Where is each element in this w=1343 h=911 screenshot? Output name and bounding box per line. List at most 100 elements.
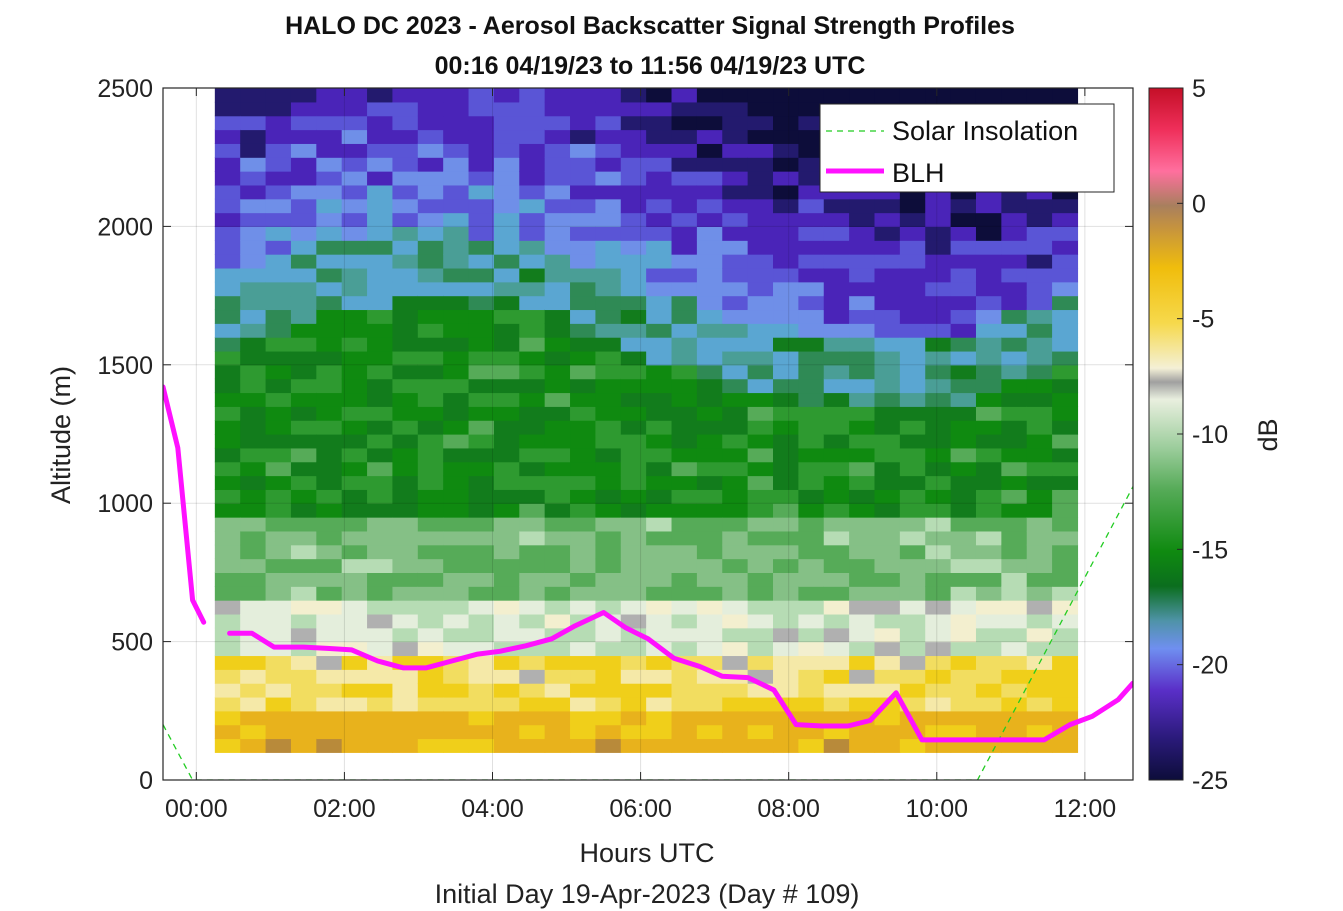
heatmap-cell	[849, 434, 876, 449]
heatmap-cell	[493, 683, 520, 698]
heatmap-cell	[1026, 350, 1053, 366]
heatmap-cell	[417, 184, 444, 200]
heatmap-cell	[493, 212, 520, 227]
heatmap-cell	[570, 475, 596, 490]
heatmap-cell	[468, 503, 495, 518]
heatmap-cell	[519, 738, 546, 753]
heatmap-cell	[341, 129, 368, 144]
heatmap-cell	[925, 254, 952, 269]
heatmap-cell	[493, 434, 520, 449]
heatmap-cell	[1026, 281, 1053, 297]
heatmap-cell	[823, 530, 850, 546]
heatmap-cell	[290, 392, 317, 407]
heatmap-cell	[316, 267, 343, 283]
heatmap-cell	[290, 517, 317, 532]
heatmap-cell	[722, 212, 749, 227]
heatmap-cell	[823, 337, 850, 352]
heatmap-cell	[493, 281, 520, 297]
heatmap-cell	[1052, 586, 1079, 601]
heatmap-cell	[773, 724, 799, 740]
colorbar-tick-label: -10	[1192, 421, 1228, 449]
heatmap-cell	[671, 724, 698, 740]
heatmap-cell	[874, 530, 901, 546]
x-tick-label: 00:00	[165, 795, 228, 823]
heatmap-cell	[1026, 434, 1053, 449]
heatmap-cell	[671, 406, 698, 421]
heatmap-cell	[316, 171, 343, 186]
heatmap-cell	[1001, 696, 1028, 712]
heatmap-cell	[823, 434, 850, 449]
heatmap-cell	[696, 461, 723, 477]
heatmap-cell	[823, 627, 850, 643]
heatmap-cell	[773, 295, 799, 311]
heatmap-cell	[849, 392, 876, 407]
heatmap-cell	[823, 710, 850, 726]
heatmap-cell	[265, 447, 292, 463]
heatmap-cell	[696, 254, 723, 269]
heatmap-cell	[316, 586, 343, 601]
heatmap-cell	[443, 157, 470, 172]
heatmap-cell	[925, 281, 952, 297]
heatmap-cell	[798, 627, 825, 643]
heatmap-cell	[874, 655, 901, 670]
heatmap-cell	[646, 530, 673, 546]
heatmap-cell	[290, 669, 317, 684]
heatmap-cell	[290, 406, 317, 421]
heatmap-cell	[468, 683, 495, 698]
heatmap-cell	[493, 254, 520, 269]
heatmap-cell	[265, 475, 292, 490]
heatmap-cell	[595, 434, 622, 449]
heatmap-cell	[493, 696, 520, 712]
heatmap-cell	[823, 461, 850, 477]
heatmap-cell	[696, 558, 723, 573]
heatmap-cell	[747, 613, 774, 629]
heatmap-cell	[1001, 212, 1028, 227]
heatmap-cell	[849, 406, 876, 421]
heatmap-cell	[646, 461, 673, 477]
heatmap-cell	[773, 475, 799, 490]
heatmap-cell	[570, 323, 596, 338]
heatmap-cell	[975, 254, 1002, 269]
heatmap-cell	[696, 572, 723, 587]
heatmap-cell	[595, 184, 622, 200]
heatmap-cell	[1001, 613, 1028, 629]
heatmap-cell	[367, 157, 394, 172]
heatmap-cell	[899, 364, 926, 380]
heatmap-cell	[798, 544, 825, 560]
heatmap-cell	[595, 267, 622, 283]
heatmap-cell	[570, 295, 596, 311]
heatmap-cell	[595, 696, 622, 712]
heatmap-cell	[950, 586, 977, 601]
heatmap-cell	[1001, 586, 1028, 601]
heatmap-cell	[646, 655, 673, 670]
heatmap-cell	[798, 434, 825, 449]
heatmap-cell	[671, 364, 698, 380]
heatmap-cell	[773, 171, 799, 186]
heatmap-cell	[620, 683, 647, 698]
heatmap-cell	[747, 655, 774, 670]
heatmap-cell	[265, 378, 292, 394]
heatmap-cell	[696, 420, 723, 435]
heatmap-cell	[341, 558, 368, 573]
heatmap-cell	[493, 475, 520, 490]
heatmap-cell	[823, 323, 850, 338]
heatmap-cell	[925, 337, 952, 352]
heatmap-cell	[798, 323, 825, 338]
heatmap-cell	[544, 586, 571, 601]
heatmap-cell	[620, 655, 647, 670]
heatmap-cell	[493, 101, 520, 117]
heatmap-cell	[722, 447, 749, 463]
heatmap-cell	[1001, 724, 1028, 740]
heatmap-cell	[417, 281, 444, 297]
heatmap-cell	[722, 710, 749, 726]
heatmap-cell	[1001, 683, 1028, 698]
heatmap-cell	[519, 323, 546, 338]
heatmap-cell	[265, 669, 292, 684]
heatmap-cell	[849, 669, 876, 684]
heatmap-cell	[1001, 295, 1028, 311]
heatmap-cell	[316, 461, 343, 477]
heatmap-cell	[773, 420, 799, 435]
heatmap-cell	[290, 489, 317, 504]
x-tick-label: 02:00	[313, 795, 376, 823]
heatmap-cell	[468, 212, 495, 227]
